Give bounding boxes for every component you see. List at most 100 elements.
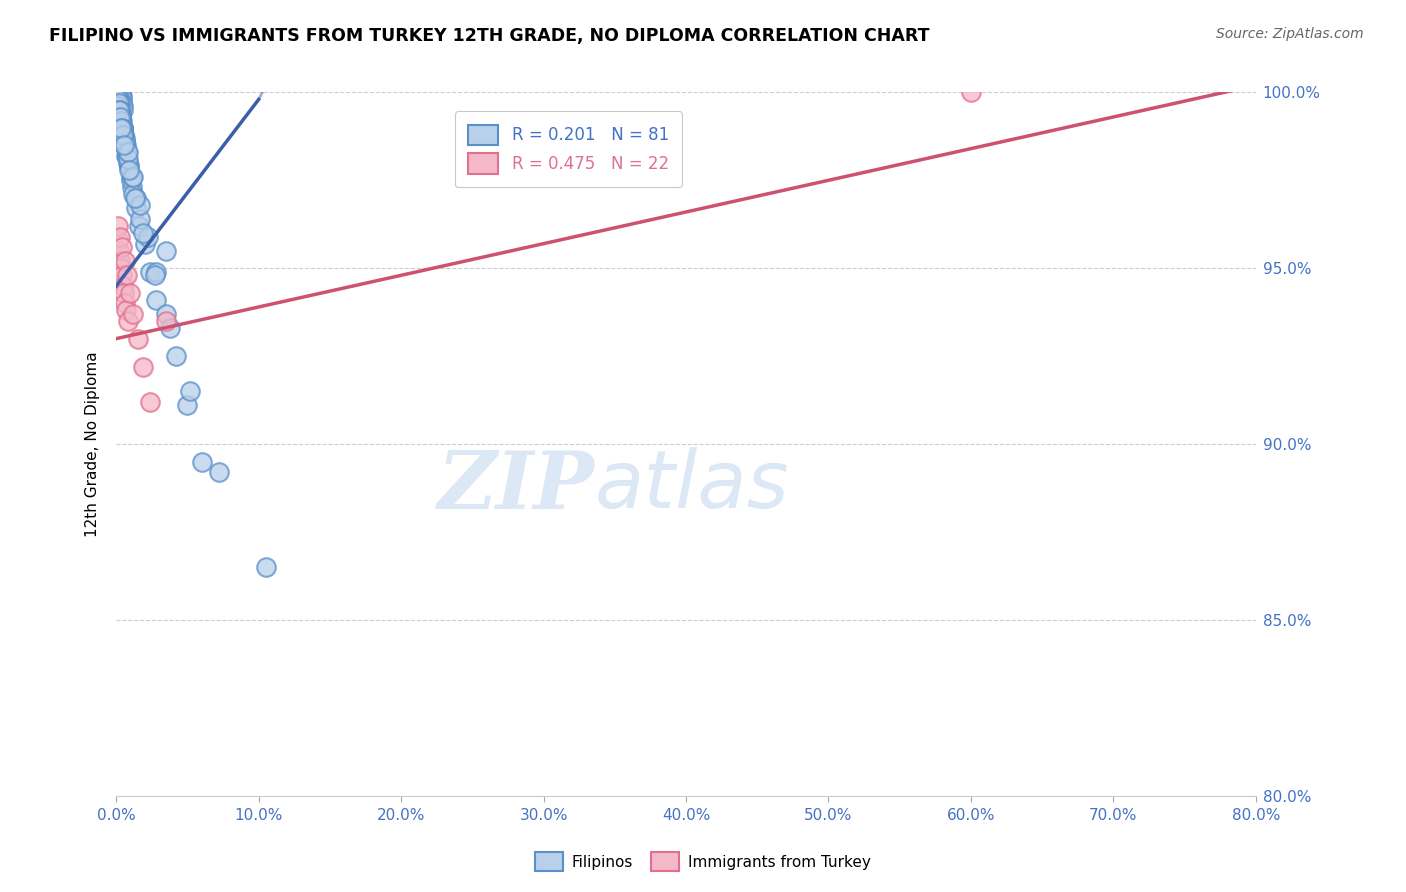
Point [114,135,136,149]
Point [128,219,150,233]
Legend: Filipinos, Immigrants from Turkey: Filipinos, Immigrants from Turkey [529,847,877,877]
Point [111,240,134,254]
Text: FILIPINO VS IMMIGRANTS FROM TURKEY 12TH GRADE, NO DIPLOMA CORRELATION CHART: FILIPINO VS IMMIGRANTS FROM TURKEY 12TH … [49,27,929,45]
Point [108,86,131,100]
Point [125,202,148,216]
Point [165,349,187,363]
Point [108,95,131,110]
Point [132,226,155,240]
Point [120,173,142,187]
Point [111,268,134,283]
Point [108,254,131,268]
Point [108,106,131,120]
Text: Source: ZipAtlas.com: Source: ZipAtlas.com [1216,27,1364,41]
Point [112,131,135,145]
Point [117,314,139,328]
Point [125,191,148,205]
Point [110,120,132,135]
Point [139,395,162,409]
Point [118,159,141,173]
Point [111,92,134,106]
Legend: R = 0.201   N = 81, R = 0.475   N = 22: R = 0.201 N = 81, R = 0.475 N = 22 [456,112,682,187]
Point [114,135,136,149]
Point [110,113,132,128]
Point [117,155,139,169]
Point [115,303,138,318]
Point [145,293,167,307]
Point [112,120,135,135]
Text: ZIP: ZIP [439,448,595,525]
Point [114,142,136,156]
Point [107,86,129,100]
Point [122,169,145,184]
Point [107,92,129,106]
Point [111,99,134,113]
Point [121,169,143,184]
Point [110,86,132,100]
Point [122,307,145,321]
Point [139,265,162,279]
Point [254,560,277,574]
Point [110,113,132,128]
Point [960,86,983,100]
Point [115,138,138,153]
Point [176,399,198,413]
Point [115,268,138,283]
Point [115,149,138,163]
Point [107,233,129,247]
Point [107,92,129,106]
Point [110,261,132,276]
Point [159,321,181,335]
Point [134,236,156,251]
Point [108,244,131,258]
Point [145,265,167,279]
Point [114,254,136,268]
Point [117,149,139,163]
Point [111,120,134,135]
Point [110,103,132,117]
Y-axis label: 12th Grade, No Diploma: 12th Grade, No Diploma [86,351,100,537]
Point [208,466,231,480]
Point [121,180,143,194]
Point [108,95,131,110]
Point [115,145,138,160]
Point [112,124,135,138]
Point [112,128,135,142]
Point [107,88,129,103]
Point [120,169,142,184]
Point [110,110,132,124]
Point [117,145,139,160]
Point [114,296,136,310]
Point [111,120,134,135]
Point [136,229,159,244]
Point [155,244,177,258]
Point [155,307,177,321]
Point [114,131,136,145]
Point [118,285,141,300]
Point [110,229,132,244]
Point [112,128,135,142]
Point [112,278,135,293]
Point [117,152,139,166]
Point [143,268,166,283]
Point [122,187,145,202]
Point [190,455,212,469]
Point [108,103,131,117]
Point [118,159,141,173]
Point [107,99,129,113]
Point [129,212,152,227]
Point [110,86,132,100]
Point [112,285,135,300]
Point [132,359,155,374]
Point [111,88,134,103]
Point [108,103,131,117]
Point [108,86,131,100]
Point [110,106,132,120]
Point [129,198,152,212]
Point [112,103,135,117]
Point [111,95,134,110]
Point [155,314,177,328]
Point [112,138,135,153]
Point [114,135,136,149]
Point [118,162,141,177]
